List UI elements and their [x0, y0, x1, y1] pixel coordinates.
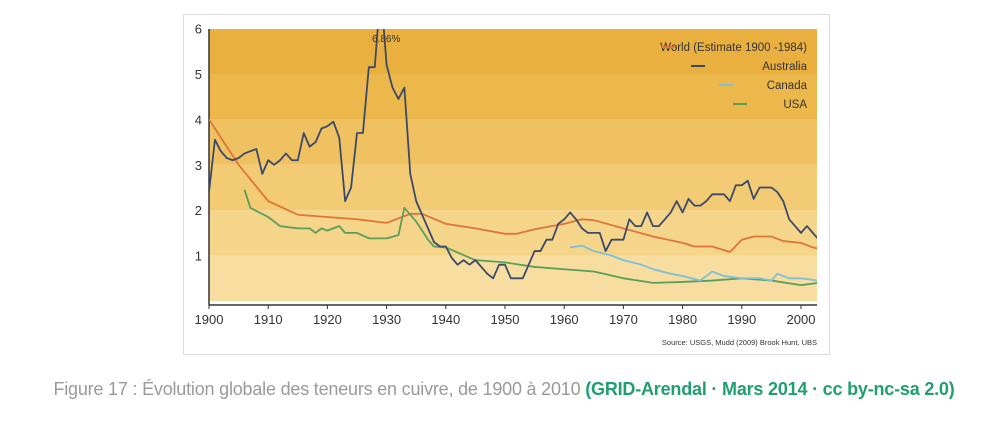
- background-band: [209, 74, 817, 120]
- x-tick-label: 1970: [609, 312, 638, 327]
- x-tick-label: 1950: [491, 312, 520, 327]
- background-band: [209, 29, 817, 74]
- copper-grade-chart: 1900 1910 1920 1930 1940 1950 1960 1970 1980 1990…: [195, 22, 817, 347]
- x-tick-label: 2000: [787, 312, 816, 327]
- peak-annotation: 6.86%: [372, 34, 400, 45]
- y-tick-label: 3: [195, 158, 202, 173]
- background-band: [209, 210, 817, 256]
- series-line-usa: [243, 189, 817, 287]
- x-tick-label: 1980: [668, 312, 697, 327]
- series-line-canada: [569, 244, 817, 282]
- credit-link[interactable]: (GRID-Arendal · Mars 2014 · cc by-nc-sa …: [585, 379, 955, 399]
- x-tick-label: 1930: [372, 312, 401, 327]
- x-tick-label: 1910: [254, 312, 283, 327]
- figure-caption: Figure 17 : Évolution globale des teneur…: [0, 375, 1008, 403]
- y-tick-label: 1: [195, 249, 202, 264]
- y-tick-label: 2: [195, 203, 202, 218]
- x-tick-label: 1900: [195, 312, 224, 327]
- y-tick-label: 6: [195, 22, 202, 37]
- x-tick-label: 1940: [431, 312, 460, 327]
- background-band: [209, 164, 817, 211]
- y-tick-label: 5: [195, 67, 202, 82]
- series-line-world: [209, 118, 817, 253]
- series-line-australia: [209, 29, 817, 280]
- x-tick-label: 1960: [550, 312, 579, 327]
- legend-label: Canada: [767, 80, 808, 92]
- x-tick-label: 1920: [313, 312, 342, 327]
- legend-label: World (Estimate 1900 -1984): [660, 42, 807, 54]
- background-band: [209, 119, 817, 165]
- x-tick-label: 1990: [727, 312, 756, 327]
- caption-text: Figure 17 : Évolution globale des teneur…: [53, 379, 586, 399]
- source-note: Source: USGS, Mudd (2009) Brook Hunt, UB…: [662, 338, 817, 347]
- legend-label: USA: [783, 99, 807, 111]
- y-tick-label: 4: [195, 112, 202, 127]
- chart-frame: 1900 1910 1920 1930 1940 1950 1960 1970 1980 1990…: [183, 14, 830, 355]
- legend-label: Australia: [762, 61, 807, 73]
